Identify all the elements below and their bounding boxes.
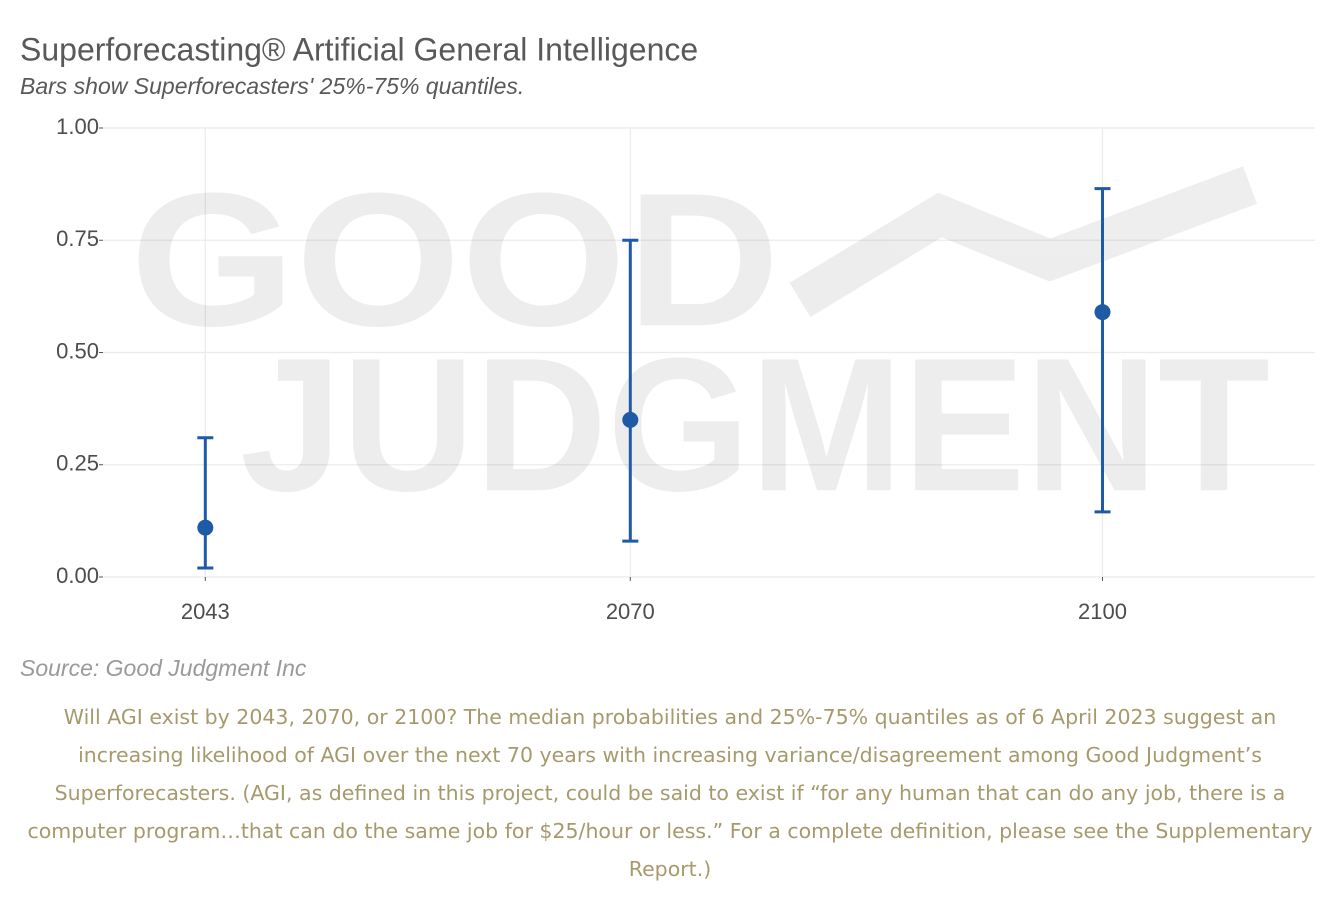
watermark-text: JUDGMENT	[240, 319, 1270, 531]
y-tick-label: 0.50	[56, 338, 99, 363]
median-point	[1094, 304, 1111, 321]
y-tick-label: 0.75	[56, 226, 99, 251]
chart-source: Source: Good Judgment Inc	[20, 655, 307, 681]
chart-title: Superforecasting® Artificial General Int…	[20, 31, 698, 67]
error-bar	[622, 238, 639, 543]
y-tick-label: 1.00	[56, 114, 99, 139]
chart-subtitle: Bars show Superforecasters' 25%-75% quan…	[20, 73, 524, 99]
watermark-arrow	[789, 166, 1258, 318]
error-bar	[197, 436, 214, 570]
x-tick-label: 2100	[1078, 599, 1127, 624]
x-tick-label: 2070	[606, 599, 655, 624]
watermark-text: GOOD	[130, 154, 780, 366]
chart: Superforecasting® Artificial General Int…	[20, 31, 1315, 681]
median-point	[622, 411, 639, 428]
caption: Will AGI exist by 2043, 2070, or 2100? T…	[27, 705, 1313, 881]
error-bar	[1094, 187, 1111, 514]
y-tick-label: 0.25	[56, 451, 99, 476]
x-tick-label: 2043	[181, 599, 230, 624]
median-point	[197, 519, 214, 536]
watermark: GOOD JUDGMENT	[130, 154, 1270, 531]
y-tick-label: 0.00	[56, 563, 99, 588]
